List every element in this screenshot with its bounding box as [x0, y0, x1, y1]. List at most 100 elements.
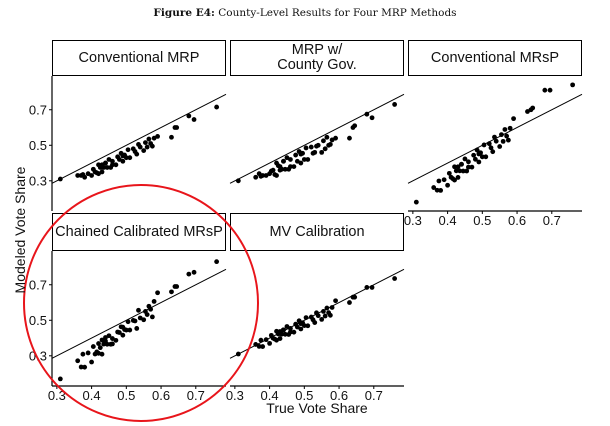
data-point — [104, 341, 110, 347]
data-point — [279, 331, 285, 337]
data-point — [436, 178, 442, 184]
data-point — [469, 164, 475, 170]
data-point — [303, 315, 309, 321]
data-point — [431, 185, 437, 190]
data-point — [113, 162, 119, 168]
data-point — [488, 145, 494, 151]
figure-title: Figure E4: County-Level Results for Four… — [0, 7, 610, 19]
y-tick-label: 0.7 — [29, 102, 47, 117]
data-point — [472, 156, 478, 162]
data-point — [570, 82, 576, 88]
data-point — [333, 298, 338, 304]
data-point — [120, 153, 126, 159]
data-point — [267, 340, 272, 346]
data-point — [392, 276, 398, 281]
data-point — [155, 133, 160, 139]
data-point — [459, 161, 464, 167]
data-point — [333, 135, 338, 141]
data-point — [324, 305, 330, 311]
data-point — [298, 321, 304, 327]
x-tick-label: 0.7 — [365, 388, 383, 403]
data-point — [445, 182, 450, 188]
data-point — [120, 332, 126, 338]
data-point — [82, 174, 88, 180]
data-point — [253, 174, 259, 180]
y-tick-label: 0.3 — [29, 348, 47, 363]
panel-strip-chained-calibrated-mrsp: Chained Calibrated MRsP — [52, 213, 226, 251]
data-point — [125, 147, 131, 153]
data-point — [155, 290, 160, 296]
data-point — [191, 269, 197, 275]
data-point — [96, 341, 101, 346]
data-point — [120, 158, 126, 164]
reference-line-y-equals-x — [229, 93, 405, 184]
data-point — [505, 137, 511, 143]
data-point — [110, 162, 115, 168]
data-point — [452, 164, 457, 170]
data-point — [277, 336, 283, 341]
data-point — [282, 331, 288, 337]
data-point — [148, 306, 154, 312]
data-point — [483, 154, 489, 160]
data-point — [499, 132, 504, 138]
data-point — [125, 319, 131, 325]
data-point — [282, 166, 288, 172]
data-point — [364, 285, 370, 290]
data-point — [120, 324, 126, 330]
y-axis-title: Modeled Vote Share — [12, 166, 28, 294]
data-point — [476, 159, 482, 165]
x-tick-label: 0.5 — [473, 213, 491, 228]
data-point — [298, 326, 304, 332]
x-tick-label: 0.7 — [543, 213, 561, 228]
data-point — [132, 318, 138, 324]
x-tick-label: 0.4 — [261, 388, 279, 403]
data-point — [103, 160, 108, 166]
x-tick-label: 0.5 — [295, 388, 313, 403]
data-point — [511, 116, 516, 122]
data-point — [466, 159, 471, 165]
data-point — [308, 144, 314, 150]
x-tick-label: 0.7 — [187, 388, 205, 403]
x-tick-label: 0.6 — [152, 388, 170, 403]
data-point — [369, 115, 375, 121]
data-point — [110, 341, 115, 347]
data-point — [460, 168, 466, 174]
data-point — [321, 308, 326, 314]
data-point — [369, 285, 375, 290]
data-point — [144, 312, 150, 317]
data-point — [352, 294, 358, 300]
data-point — [214, 259, 220, 265]
data-point — [291, 164, 297, 169]
data-point — [288, 326, 293, 331]
data-point — [298, 151, 304, 157]
data-point — [78, 364, 84, 370]
data-point — [75, 173, 81, 178]
x-tick-label: 0.3 — [226, 388, 244, 403]
data-point — [438, 187, 444, 193]
data-point — [315, 313, 321, 319]
data-point — [127, 327, 133, 333]
data-point — [57, 176, 63, 182]
data-point — [274, 173, 279, 178]
x-tick-label: 0.4 — [83, 388, 101, 403]
reference-line-y-equals-x — [51, 93, 227, 184]
data-point — [464, 168, 470, 174]
y-tick-label: 0.3 — [29, 173, 47, 188]
data-point — [364, 111, 370, 117]
data-point — [352, 123, 358, 129]
data-point — [260, 173, 266, 178]
data-point — [530, 105, 536, 111]
data-point — [298, 160, 304, 166]
data-point — [270, 167, 276, 173]
data-point — [260, 344, 266, 349]
data-point — [455, 175, 461, 180]
data-point — [281, 158, 286, 164]
data-point — [281, 327, 286, 333]
data-point — [490, 149, 496, 155]
data-point — [214, 104, 220, 110]
data-point — [136, 307, 141, 313]
data-point — [493, 138, 499, 144]
data-point — [57, 376, 63, 382]
data-point — [291, 329, 297, 335]
data-point — [149, 314, 155, 320]
